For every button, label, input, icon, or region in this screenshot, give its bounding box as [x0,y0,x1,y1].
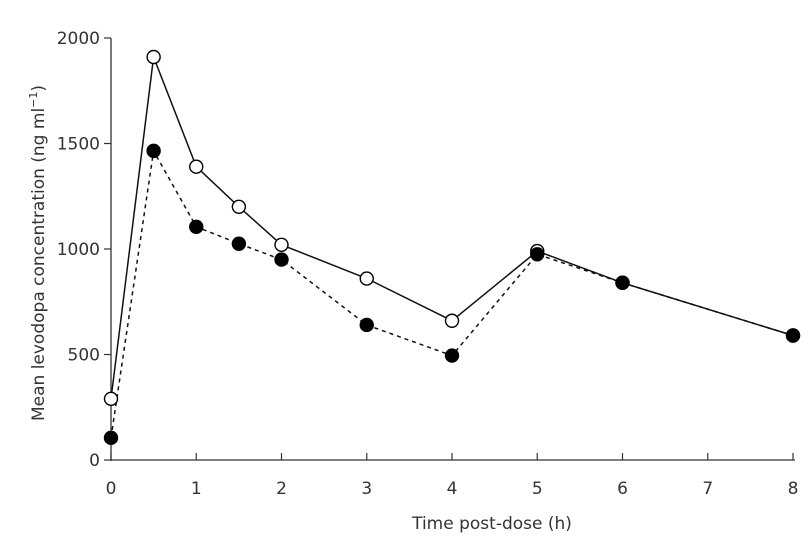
x-tick-label: 3 [361,479,372,499]
series-2-markers [103,143,801,446]
y-axis-title: Mean levodopa concentration (ng ml−1) [27,85,49,421]
series-layer [103,49,801,446]
series-2-point [231,236,247,251]
series-2-point [274,252,289,267]
y-tick-label: 2000 [57,29,100,49]
series-1-point [444,313,460,328]
series-1-point [274,237,289,252]
x-tick-label: 4 [447,479,458,499]
series-2 [110,148,794,438]
axes: 0 500 1000 1500 2000 0 1 2 3 4 5 6 7 8 [57,29,799,499]
series-2-point [146,143,161,159]
series-2-point [103,430,119,446]
x-tick-label: 1 [191,479,202,499]
series-2-point [359,317,374,333]
y-axis-title-sup: −1 [27,92,40,108]
series-1-point [359,271,374,286]
series-1-point [231,199,247,215]
y-tick-label: 0 [89,451,100,471]
series-2-point [444,348,460,363]
series-1-point [189,159,204,174]
y-tick-label: 500 [68,346,100,366]
x-tick-label: 6 [617,479,628,499]
series-2-point [530,247,545,262]
x-axis-title: Time post-dose (h) [411,514,572,534]
y-axis-title-main: Mean levodopa concentration (ng ml [29,108,49,421]
x-tick-label: 5 [532,479,543,499]
series-1 [110,56,794,399]
x-tick-label: 7 [702,479,713,499]
x-tick-label: 0 [106,479,117,499]
series-2-line [110,148,794,438]
series-1-point [103,391,119,407]
x-tick-label: 2 [276,479,287,499]
series-2-point [785,328,801,343]
y-tick-label: 1500 [57,135,100,155]
y-tick-label: 1000 [57,240,100,260]
x-tick-label: 8 [788,479,799,499]
series-1-point [146,49,161,65]
series-1-line [110,56,794,399]
series-2-point [189,219,204,235]
y-axis-title-close: ) [29,85,49,92]
series-2-point [615,275,630,290]
